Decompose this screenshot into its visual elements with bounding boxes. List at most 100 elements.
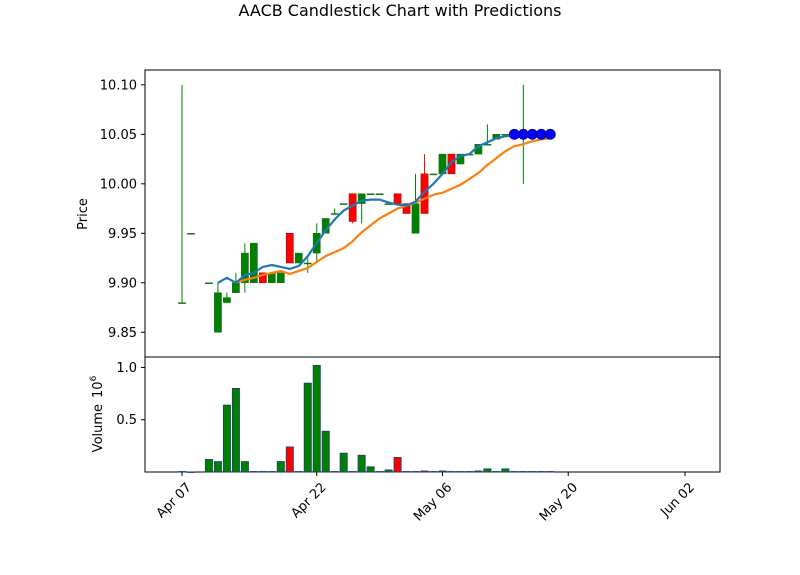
volume-bar: [438, 470, 447, 473]
price-y-tick-label: 9.85: [108, 326, 137, 341]
volume-bar: [537, 471, 546, 473]
prediction-point: [526, 128, 538, 140]
volume-bar: [213, 461, 222, 473]
candle-body: [339, 203, 348, 205]
volume-bar: [402, 471, 411, 473]
candle-body: [357, 193, 366, 204]
candle-body: [276, 272, 285, 284]
volume-bar: [483, 468, 492, 473]
volume-y-label-group: Volume 106: [89, 375, 106, 452]
prediction-point: [535, 128, 547, 140]
x-tick-label: Jun 02: [658, 480, 698, 520]
volume-bar: [204, 459, 213, 473]
volume-bar: [330, 471, 339, 473]
volume-bar: [465, 471, 474, 473]
candle-body: [250, 242, 258, 284]
x-axis-ticks: Apr 07 Apr 22 May 06 May 20 Jun 02: [154, 472, 698, 524]
volume-exponent-base: 10: [91, 381, 106, 398]
price-candles: [178, 84, 555, 333]
volume-y-label-text: Volume: [91, 404, 106, 452]
candle-body: [214, 292, 222, 333]
volume-bar: [375, 471, 384, 473]
candle-body: [285, 233, 294, 264]
volume-bar: [249, 471, 258, 473]
price-plot-area: [144, 69, 721, 358]
candle-body: [366, 193, 375, 195]
prediction-point: [508, 128, 520, 140]
candle-body: [393, 193, 402, 204]
volume-bar: [510, 471, 519, 473]
volume-bar: [178, 471, 186, 473]
volume-bar: [447, 471, 456, 473]
volume-bar: [267, 471, 276, 473]
candle-body: [303, 262, 312, 265]
volume-bar: [222, 404, 231, 473]
candle-body: [330, 213, 339, 215]
x-tick-label: May 20: [537, 480, 581, 524]
chart-title: AACB Candlestick Chart with Predictions: [239, 1, 562, 20]
volume-bar: [501, 468, 510, 473]
moving-average-lines: [217, 134, 551, 284]
volume-y-label: Volume 106: [89, 375, 106, 452]
volume-exponent: 6: [89, 375, 99, 381]
candle-body: [178, 302, 186, 304]
price-panel: 9.85 9.90 9.95 10.00 10.05 10.10 Price: [76, 69, 721, 358]
volume-bars: [178, 364, 555, 473]
prediction-markers: [508, 128, 556, 140]
x-tick-label: Apr 22: [288, 480, 329, 521]
prediction-point: [517, 128, 529, 140]
volume-bar: [321, 430, 330, 473]
candle-body: [205, 282, 213, 285]
volume-bar: [366, 466, 375, 473]
ma-slow-line: [235, 137, 551, 284]
volume-bar: [312, 364, 321, 473]
candle-body: [411, 203, 420, 234]
price-y-tick-label: 10.05: [100, 128, 137, 143]
price-y-tick-label: 9.90: [108, 276, 137, 291]
candle-body: [420, 173, 429, 214]
candle-body: [429, 173, 438, 176]
volume-bar: [186, 471, 195, 473]
volume-bar: [276, 461, 285, 473]
volume-bar: [492, 471, 501, 473]
volume-bar: [528, 471, 537, 473]
candle-body: [294, 252, 303, 264]
volume-bar: [240, 461, 249, 473]
x-tick-label: May 06: [411, 480, 455, 524]
candle-body: [187, 233, 195, 235]
volume-panel: 0.5 1.0 Volume 106: [89, 356, 721, 473]
volume-bar: [456, 471, 465, 473]
volume-bar: [348, 471, 357, 473]
price-y-label: Price: [76, 198, 91, 230]
price-y-tick-label: 10.00: [100, 177, 137, 192]
price-y-tick-label: 9.95: [108, 227, 137, 242]
ma-fast-line: [217, 134, 551, 284]
candle-body: [241, 252, 249, 284]
volume-bar: [429, 471, 438, 473]
volume-y-tick-label: 0.5: [116, 413, 137, 428]
price-y-tick-label: 10.10: [100, 78, 137, 93]
x-tick-label: Apr 07: [154, 480, 195, 521]
volume-bar: [285, 446, 294, 473]
volume-bar: [546, 471, 555, 473]
candle-body: [402, 203, 411, 214]
volume-y-tick-label: 1.0: [116, 361, 137, 376]
volume-bar: [258, 471, 267, 473]
candle-body: [223, 297, 231, 303]
candle-body: [232, 282, 240, 293]
volume-bar: [519, 471, 528, 473]
volume-y-ticks: 0.5 1.0: [116, 361, 145, 428]
volume-bar: [231, 387, 240, 473]
price-y-ticks: 9.85 9.90 9.95 10.00 10.05 10.10: [100, 78, 145, 341]
candle-body: [258, 272, 267, 284]
volume-bar: [303, 382, 312, 473]
volume-bar: [357, 454, 366, 473]
volume-bar: [420, 470, 429, 473]
prediction-point: [544, 128, 556, 140]
volume-bar: [411, 471, 420, 473]
volume-bar: [339, 452, 348, 473]
volume-bar: [384, 469, 393, 473]
volume-plot-area: [144, 356, 721, 473]
candle-body: [375, 193, 384, 195]
